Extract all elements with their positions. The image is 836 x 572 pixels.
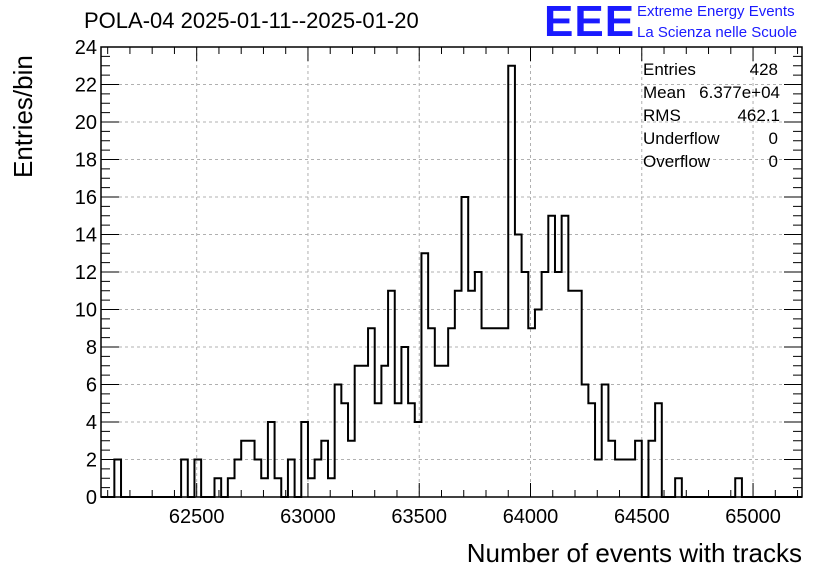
y-tick-label: 24 — [75, 37, 97, 59]
x-tick-label: 62500 — [169, 506, 225, 528]
stat-overflow-label: Overflow — [643, 152, 711, 171]
stat-underflow-value: 0 — [768, 129, 778, 148]
y-tick-label: 4 — [86, 412, 97, 434]
y-tick-label: 22 — [75, 75, 97, 97]
stat-overflow-value: 0 — [768, 152, 778, 171]
stat-entries-label: Entries — [643, 60, 696, 79]
axis-ticks — [101, 46, 802, 498]
y-axis-label: Entries/bin — [8, 55, 38, 178]
chart-title: POLA-04 2025-01-11--2025-01-20 — [84, 8, 419, 33]
stat-entries-value: 428 — [749, 60, 778, 79]
x-axis-label: Number of events with tracks — [467, 538, 802, 568]
y-tick-label: 8 — [86, 337, 97, 359]
brand-line-2: La Scienza nelle Scuole — [637, 24, 798, 41]
x-tick-label: 63500 — [391, 506, 447, 528]
stat-mean-label: Mean — [643, 83, 686, 102]
y-tick-label: 2 — [86, 450, 97, 472]
stat-mean-value: 6.377e+04 — [699, 83, 780, 102]
y-tick-label: 20 — [75, 112, 97, 134]
y-tick-label: 14 — [75, 225, 97, 247]
y-tick-label: 6 — [86, 375, 97, 397]
histogram-line — [101, 64, 802, 498]
x-tick-label: 64000 — [503, 506, 559, 528]
x-tick-label: 65000 — [725, 506, 781, 528]
y-tick-label: 10 — [75, 300, 97, 322]
x-tick-labels: 62500 63000 63500 64000 64500 65000 — [169, 506, 781, 528]
y-tick-label: 16 — [75, 187, 97, 209]
y-tick-label: 0 — [86, 487, 97, 509]
y-tick-label: 18 — [75, 150, 97, 172]
brand-line-1: Extreme Energy Events — [637, 3, 795, 20]
x-tick-label: 63000 — [280, 506, 336, 528]
stat-rms-label: RMS — [643, 106, 681, 125]
x-tick-label: 64500 — [614, 506, 670, 528]
y-tick-label: 12 — [75, 262, 97, 284]
eee-logo: EEE — [544, 0, 636, 46]
grid-lines — [101, 47, 802, 497]
stat-underflow-label: Underflow — [643, 129, 720, 148]
stat-rms-value: 462.1 — [737, 106, 780, 125]
